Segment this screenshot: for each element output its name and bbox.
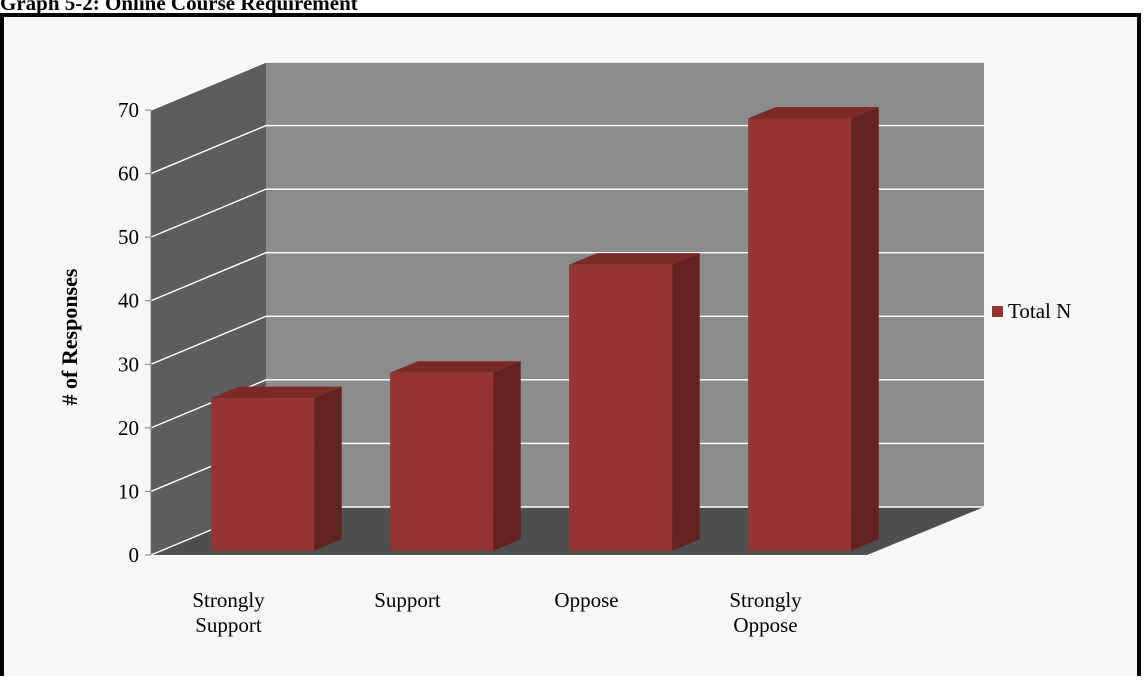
bar-front [390,372,494,551]
y-tick-label: 0 [129,543,140,567]
legend-swatch [992,306,1003,317]
legend-label: Total N [1008,299,1071,323]
gridline [150,188,984,238]
bar-side [493,361,521,551]
y-tick-label: 20 [118,416,139,440]
bar-side [851,106,879,551]
gridline [150,315,984,365]
chart-canvas: 0 10 20 30 40 50 60 70 Strongly Support Support Op… [57,61,1071,637]
bar [211,386,342,551]
bar-top [211,386,342,399]
bar-side [672,253,700,551]
chart-frame: 0 10 20 30 40 50 60 70 Strongly Support Support Op… [0,13,1141,676]
gridline [150,379,984,429]
bar-front [748,118,852,551]
y-tick-label: 40 [118,289,139,313]
bar [748,106,879,551]
figure-title: Graph 5-2: Online Course Requirement [0,0,358,15]
y-tick-label: 30 [118,352,139,376]
legend: Total N [992,299,1071,323]
gridline [150,61,984,111]
x-tick-label: Strongly Oppose [729,588,802,637]
bar-top [390,361,521,373]
gridline [150,252,984,302]
bar-front [569,264,673,551]
gridline [150,124,984,175]
x-tick-label: Oppose [554,588,618,612]
y-tick-label: 60 [118,162,139,186]
bar-top [748,106,879,119]
bar-top [569,253,700,265]
y-tick-label: 50 [118,225,139,249]
bar [569,253,700,551]
bar [390,361,521,551]
x-tick-label: Strongly Support [192,588,265,637]
bar-front [211,398,315,551]
bar-side [314,386,342,551]
y-axis-label: # of Responses [57,268,82,405]
y-tick-label: 10 [118,479,139,503]
y-tick-label: 70 [118,98,139,122]
x-tick-label: Support [374,588,441,612]
